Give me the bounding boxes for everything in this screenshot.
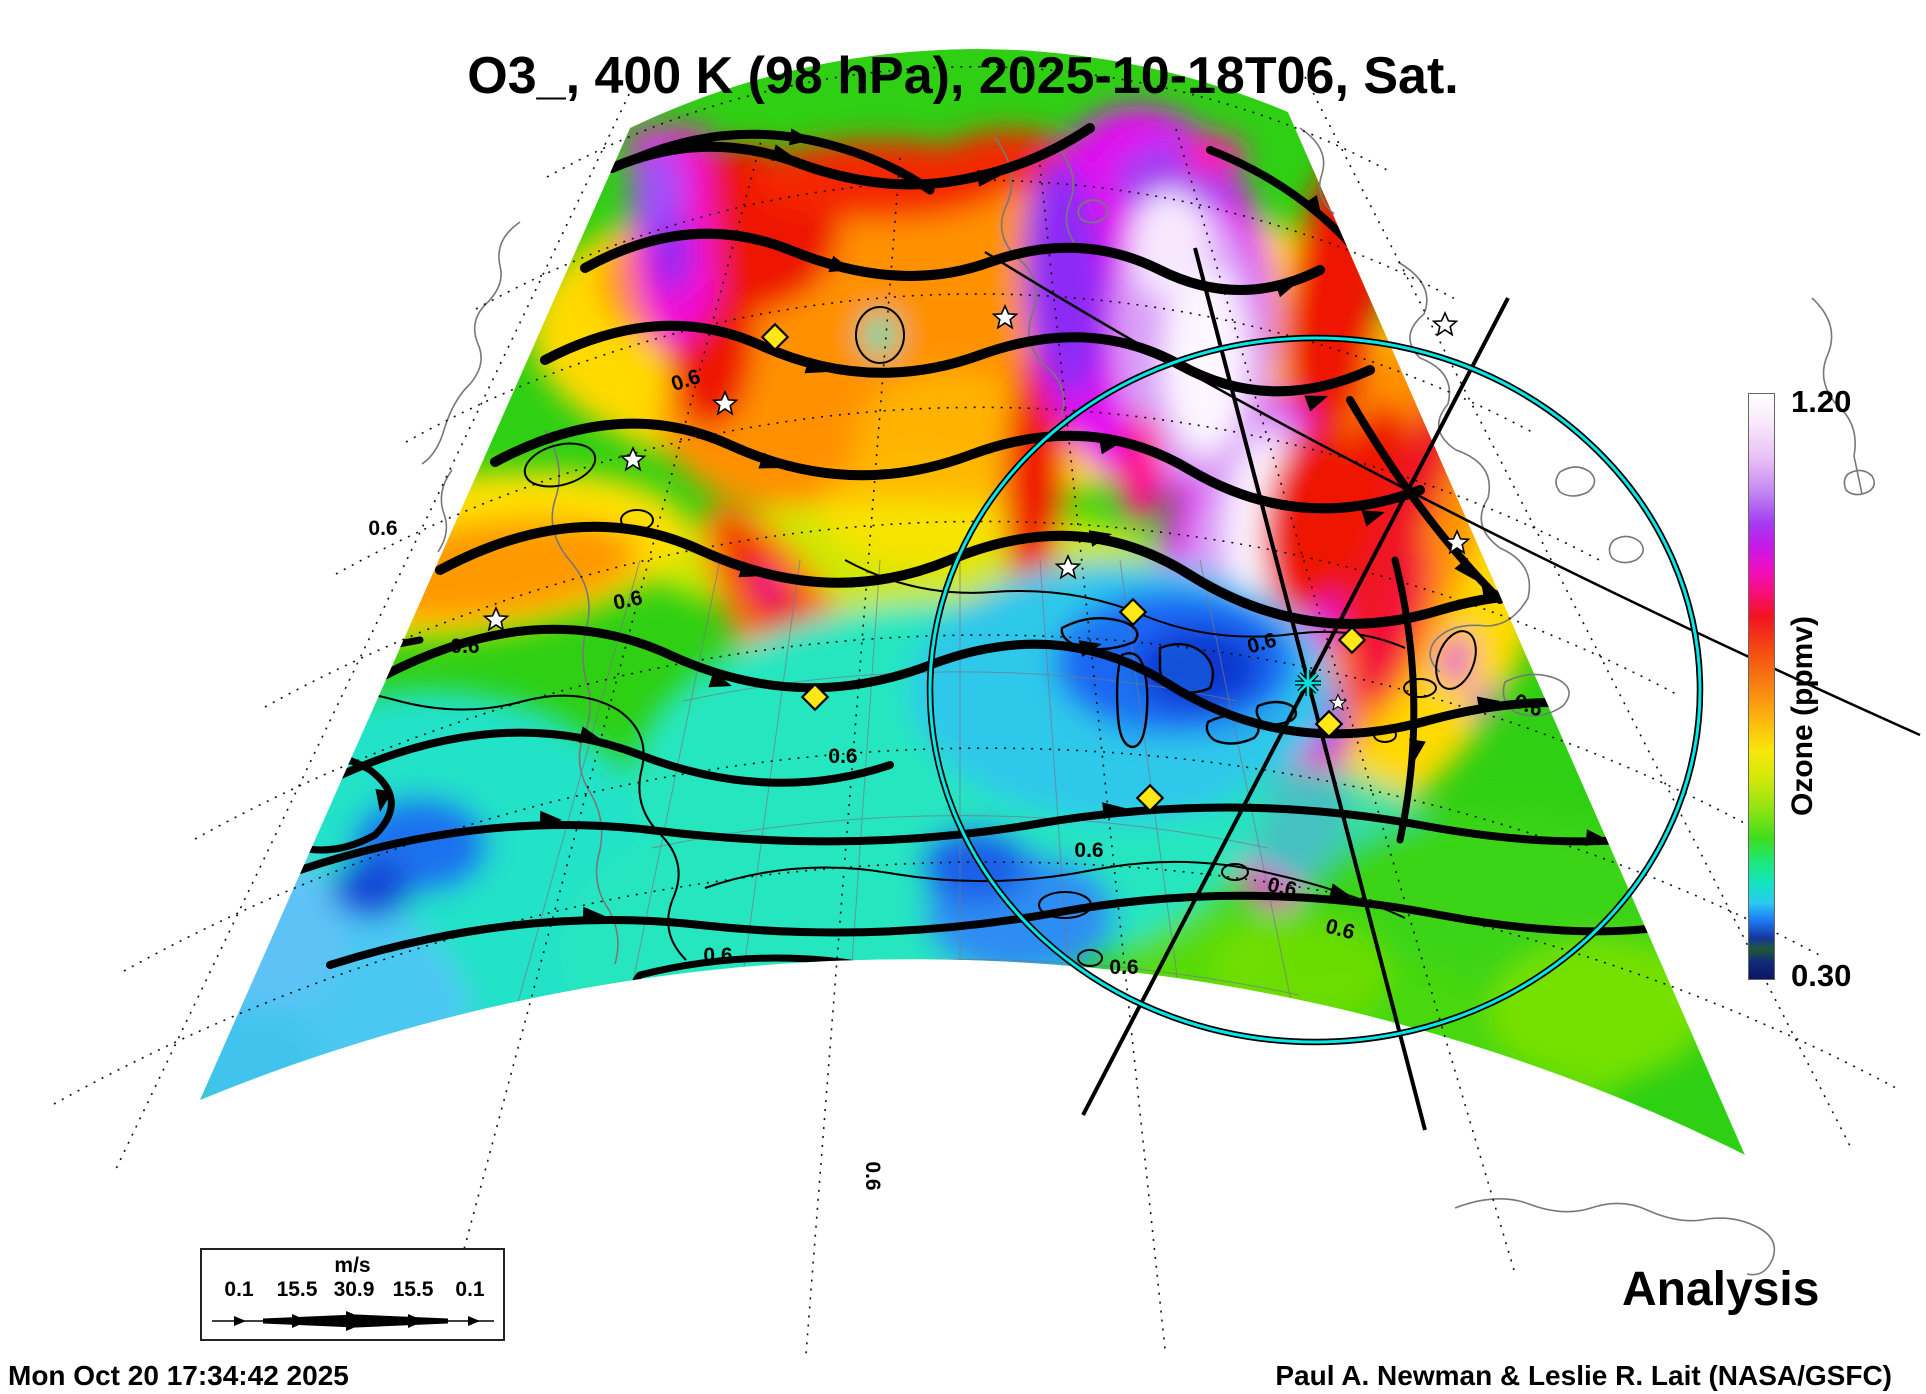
wind-tick: 0.1 [224, 1278, 254, 1301]
overlay-tracks [926, 247, 1921, 1131]
contour-label: 0.6 [1109, 956, 1139, 979]
satellite-asterisk-icon [1295, 670, 1321, 696]
coastlines [421, 127, 1876, 1276]
wind-tick: 15.5 [276, 1278, 318, 1301]
colorbar-max-label: 1.20 [1791, 384, 1852, 419]
analysis-label: Analysis [1622, 1263, 1820, 1316]
generated-timestamp: Mon Oct 20 17:34:42 2025 [8, 1360, 349, 1391]
wind-tick: 15.5 [392, 1278, 434, 1301]
track-line-2 [1081, 297, 1510, 1116]
colorbar-title: Ozone (ppmv) [1786, 616, 1819, 816]
credit-text: Paul A. Newman & Leslie R. Lait (NASA/GS… [1275, 1360, 1892, 1391]
wind-tick: 0.1 [455, 1278, 485, 1301]
colorbar [1748, 393, 1775, 980]
wind-tick: 30.9 [333, 1278, 375, 1301]
contour-label: 0.6 [703, 944, 733, 967]
wind-scale-arrow [212, 1311, 494, 1331]
contour-label: 0.6 [368, 517, 398, 540]
wind-units-label: m/s [334, 1254, 371, 1277]
colorbar-min-label: 0.30 [1791, 958, 1852, 993]
contour-label: 0.6 [1074, 839, 1104, 862]
great-lakes [1060, 617, 1298, 749]
ozone-contours [254, 306, 1477, 1156]
contour-label: 0.6 [450, 635, 480, 658]
wind-speed-legend: m/s 0.1 15.5 30.9 15.5 0.1 [200, 1248, 505, 1341]
range-circle [926, 334, 1704, 1046]
contour-label: 0.6 [861, 1161, 884, 1191]
contour-label: 0.6 [828, 745, 858, 768]
page-title: O3_, 400 K (98 hPa), 2025-10-18T06, Sat. [467, 47, 1459, 105]
